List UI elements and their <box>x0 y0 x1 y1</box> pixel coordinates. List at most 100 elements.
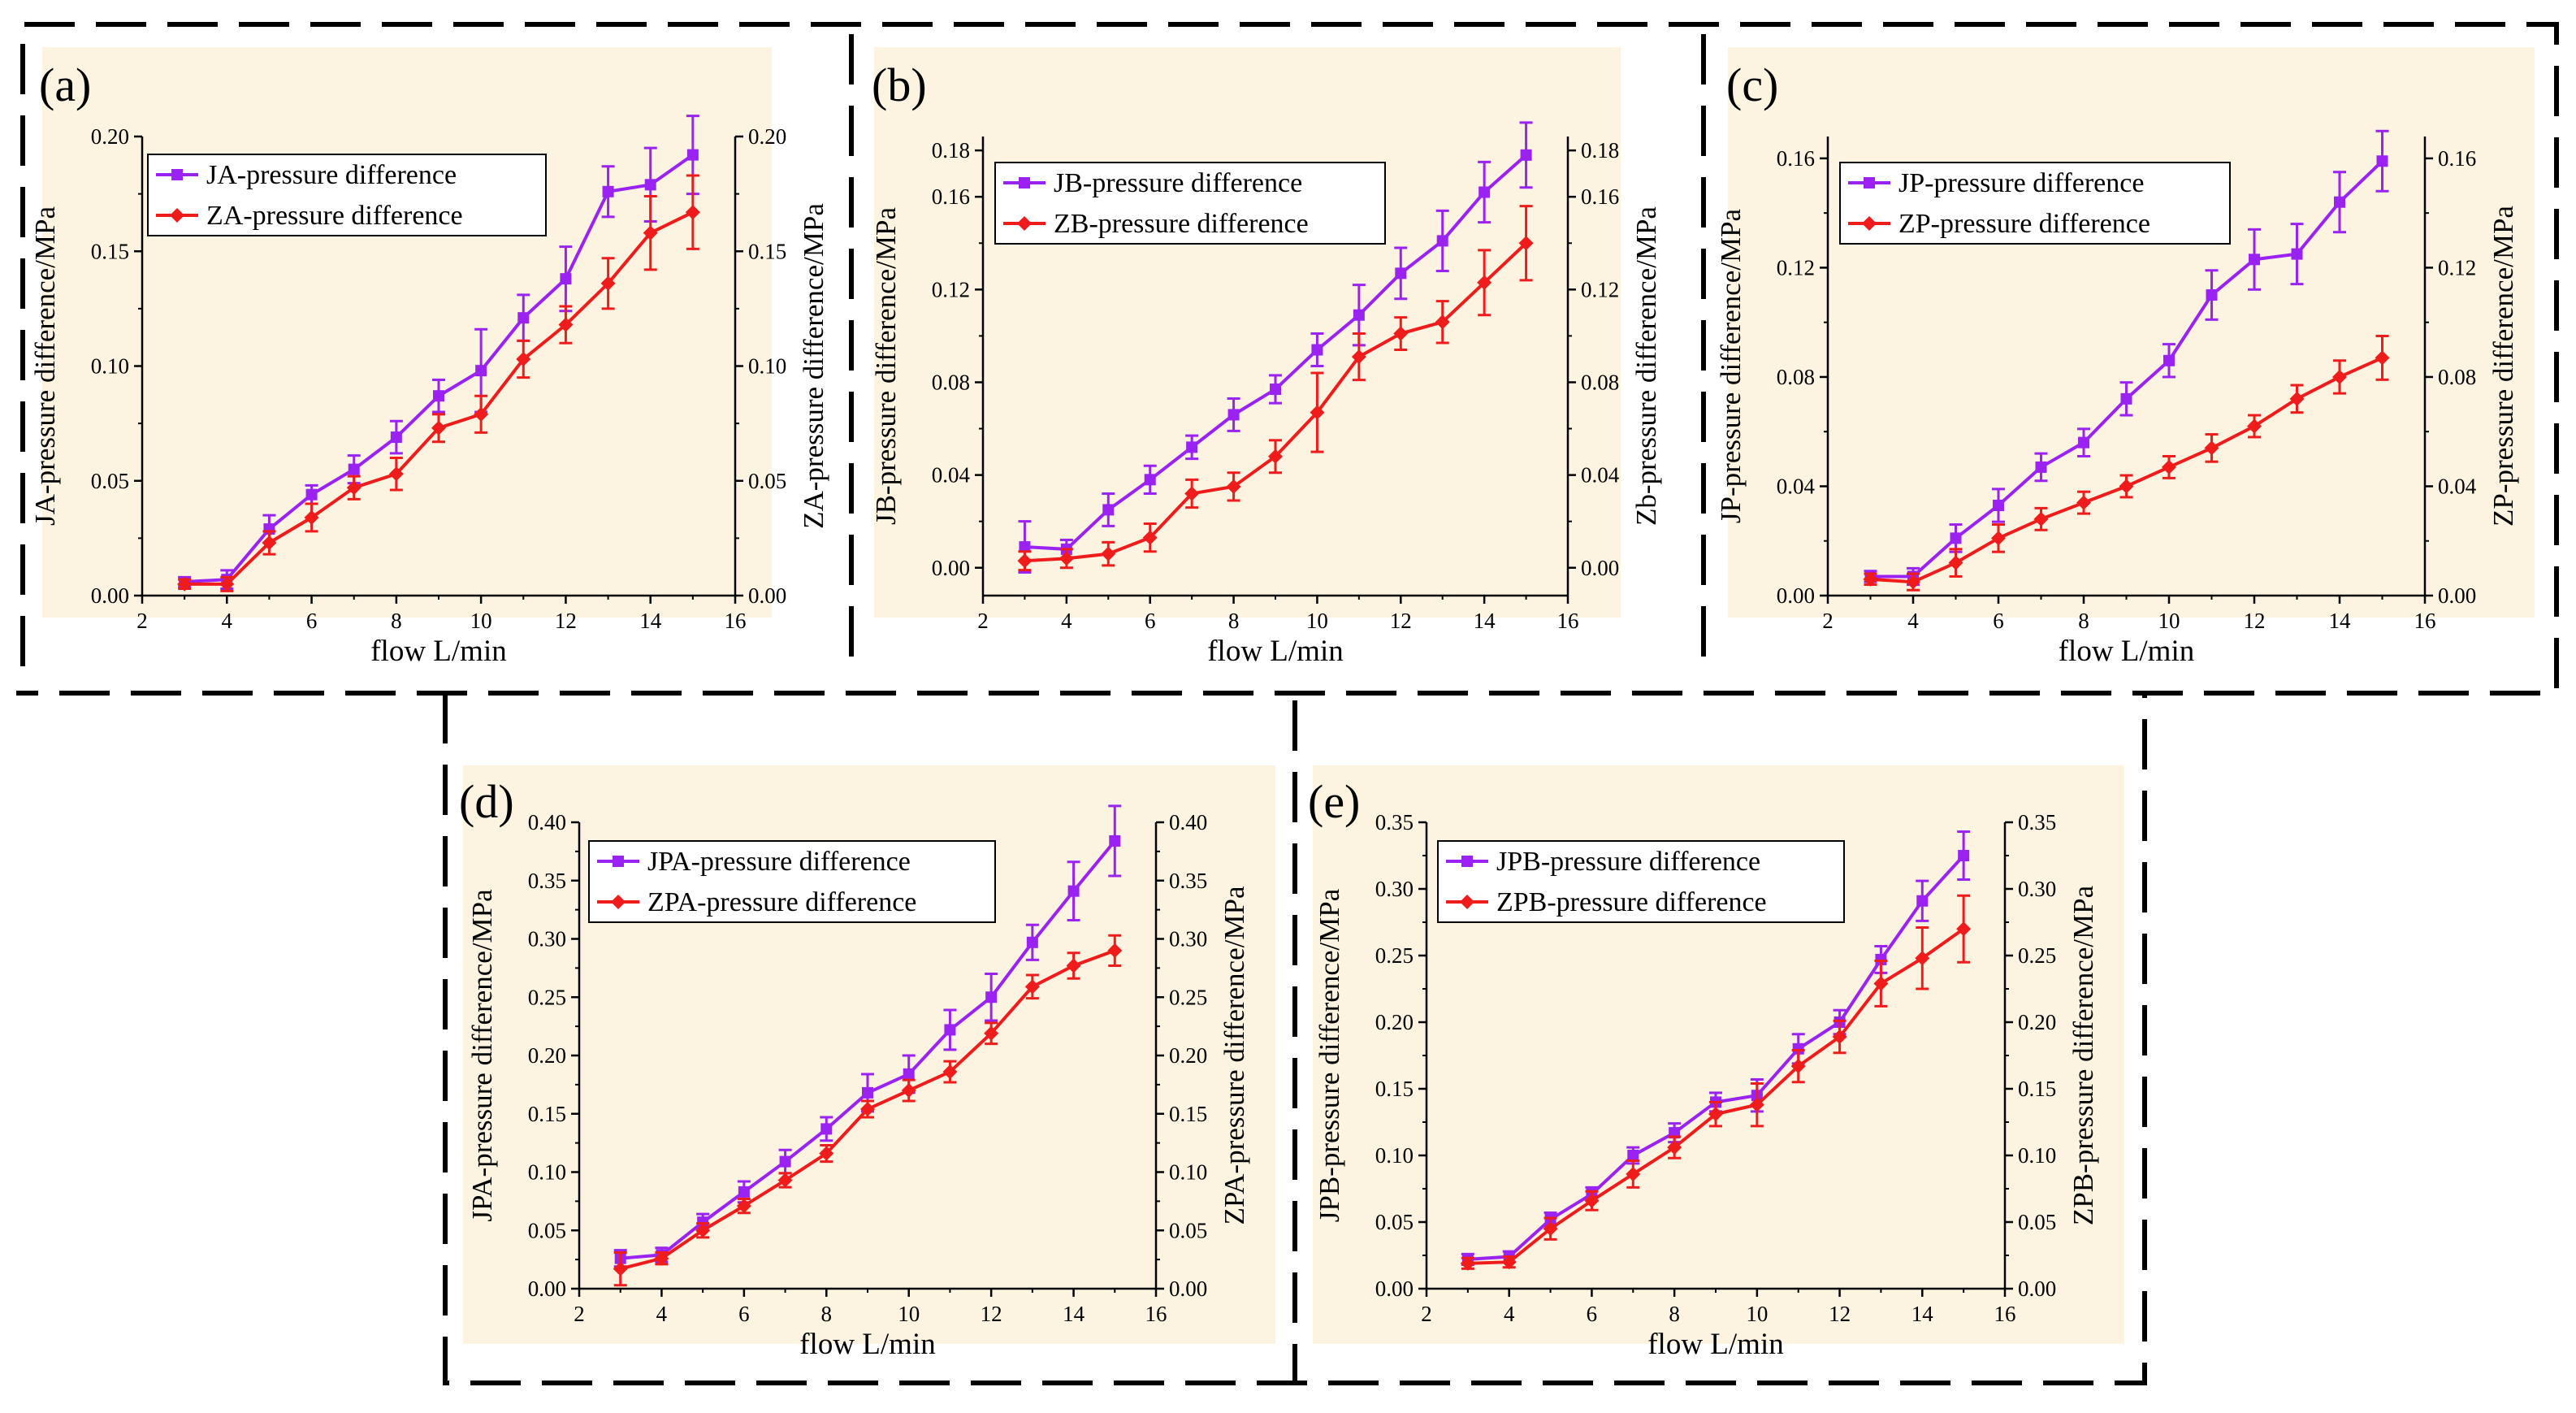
y-tick-label-left: 0.10 <box>528 1160 566 1185</box>
series-2 <box>1863 335 2390 592</box>
y-tick-label-right: 0.10 <box>1169 1160 1207 1185</box>
legend: JPA-pressure difference ZPA-pressure diff… <box>588 840 996 923</box>
y-tick-label-right: 0.10 <box>748 354 786 379</box>
panel-label: (a) <box>39 59 91 111</box>
data-point-diamond <box>2332 369 2347 384</box>
y-tick-label-left: 0.05 <box>91 469 129 493</box>
x-tick-label: 2 <box>1822 609 1834 633</box>
x-tick-label: 12 <box>1390 609 1412 633</box>
x-tick-label: 4 <box>656 1302 668 1326</box>
data-point-diamond <box>1948 555 1963 570</box>
y-axis-label-right: ZP-pressure difference/MPa <box>2487 206 2519 527</box>
data-point-diamond <box>1863 571 1878 587</box>
legend-label: ZB-pressure difference <box>1054 209 1309 239</box>
data-point-diamond <box>1518 236 1534 251</box>
data-point-square <box>602 185 614 197</box>
y-tick-label-left: 0.40 <box>528 810 566 834</box>
x-tick-label: 6 <box>1993 609 2004 633</box>
y-tick-label-left: 0.16 <box>1777 146 1815 171</box>
y-tick-label-left: 0.30 <box>1375 877 1414 901</box>
data-point-square <box>1478 186 1491 198</box>
legend-marker-square <box>171 169 183 180</box>
legend-label: ZPB-pressure difference <box>1496 887 1767 917</box>
y-tick-label-left: 0.18 <box>932 138 970 163</box>
data-point-diamond <box>984 1025 999 1041</box>
data-point-diamond <box>1708 1107 1723 1122</box>
y-axis-label-left: JPA-pressure difference/MPa <box>466 889 498 1222</box>
data-point-diamond <box>1584 1193 1600 1208</box>
y-tick-label-right: 0.35 <box>2018 810 2056 834</box>
data-point-square <box>1026 936 1038 948</box>
data-point-diamond <box>1501 1255 1517 1270</box>
x-tick-label: 10 <box>2158 609 2180 633</box>
legend-label: JPB-pressure difference <box>1496 847 1760 877</box>
legend-box <box>147 154 547 236</box>
data-point-square <box>1270 384 1281 396</box>
data-point-diamond <box>1956 921 1972 937</box>
legend: JB-pressure difference ZB-pressure differ… <box>994 162 1386 245</box>
data-point-square <box>1958 850 1970 861</box>
top-frame <box>16 22 2559 696</box>
y-tick-label-right: 0.00 <box>1169 1276 1207 1301</box>
y-tick-label-left: 0.12 <box>932 277 970 301</box>
x-tick-label: 10 <box>1306 609 1328 633</box>
legend-marker-diamond <box>170 208 184 223</box>
data-point-square <box>348 463 360 475</box>
data-point-diamond <box>219 576 235 592</box>
data-point-diamond <box>1101 546 1116 561</box>
y-tick-label-right: 0.05 <box>2018 1210 2056 1234</box>
data-point-square <box>1916 895 1929 907</box>
data-point-square <box>1019 541 1031 553</box>
x-tick-label: 4 <box>1907 609 1919 633</box>
data-point-diamond <box>2375 350 2390 366</box>
panel-label: (c) <box>1726 59 1778 111</box>
series-2 <box>613 934 1123 1287</box>
x-axis-label: flow L/min <box>2059 635 2195 668</box>
legend-label: ZPA-pressure difference <box>647 887 916 917</box>
x-tick-label: 14 <box>2329 609 2352 633</box>
data-point-diamond <box>1667 1140 1682 1155</box>
data-point-diamond <box>860 1102 875 1117</box>
panel-a: (a) 2 4 6 8 10 12 14 16 flow L/min 0.00 0.00 0.05 0.0… <box>29 47 829 668</box>
y-tick-label-right: 0.15 <box>748 239 786 263</box>
legend-box <box>1839 162 2231 245</box>
series-2 <box>1460 894 1972 1271</box>
data-point-diamond <box>2076 495 2091 510</box>
y-tick-label-right: 0.12 <box>2438 255 2476 280</box>
x-tick-label: 8 <box>1669 1302 1680 1326</box>
panel-e: (e) 2 4 6 8 10 12 14 16 flow L/min 0.00 0.00 0.05 0.0… <box>1308 765 2124 1361</box>
legend-box <box>1437 840 1845 923</box>
x-tick-label: 16 <box>1557 609 1579 633</box>
data-point-diamond <box>516 352 531 367</box>
data-point-square <box>305 488 318 501</box>
data-point-diamond <box>558 317 574 332</box>
y-axis-label-left: JP-pressure difference/MPa <box>1715 208 1747 523</box>
panel-label: (e) <box>1308 775 1360 828</box>
legend-label: JP-pressure difference <box>1898 168 2144 198</box>
y-tick-label-right: 0.05 <box>1169 1218 1207 1242</box>
y-tick-label-right: 0.25 <box>2018 943 2056 968</box>
data-point-diamond <box>1873 976 1889 991</box>
y-tick-label-right: 0.16 <box>2438 146 2476 171</box>
dashed-frames <box>16 22 2559 1385</box>
data-point-diamond <box>1749 1097 1764 1112</box>
panel-background <box>874 47 1621 618</box>
data-point-diamond <box>2247 418 2262 434</box>
data-point-square <box>2376 155 2388 167</box>
x-tick-label: 14 <box>1474 609 1496 633</box>
x-tick-label: 16 <box>1994 1302 2016 1326</box>
y-tick-label-right: 0.15 <box>1169 1102 1207 1126</box>
x-axis-label: flow L/min <box>799 1328 936 1361</box>
x-axis-label: flow L/min <box>370 635 507 668</box>
y-axis-label-right: ZA-pressure difference/MPa <box>798 203 829 529</box>
y-axis-label-left: JA-pressure difference/MPa <box>29 206 61 526</box>
data-point-square <box>2206 289 2218 301</box>
y-tick-label-left: 0.04 <box>1777 474 1816 498</box>
y-axis-label-left: JPB-pressure difference/MPa <box>1314 888 1345 1222</box>
panel-label: (b) <box>872 59 927 111</box>
data-point-diamond <box>1832 1029 1847 1045</box>
data-point-diamond <box>901 1083 916 1099</box>
legend-marker-square <box>613 856 624 867</box>
x-tick-label: 10 <box>470 609 492 633</box>
